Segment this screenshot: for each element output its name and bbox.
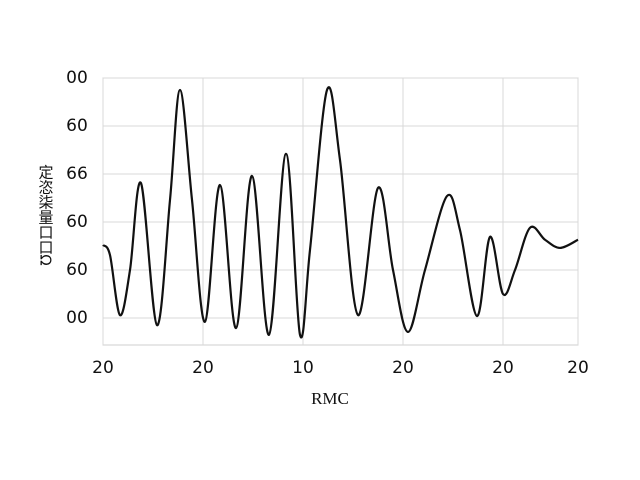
- y-tick-label: 60: [66, 116, 88, 136]
- x-axis-label: RMC: [311, 389, 349, 408]
- y-tick-label: 60: [66, 260, 88, 280]
- plot-frame: [102, 77, 579, 346]
- y-tick-label: 00: [66, 308, 88, 328]
- y-tick-label: 66: [66, 164, 88, 184]
- y-axis-label: 定恣柒量口口Ω: [37, 164, 55, 265]
- data-line: [102, 86, 579, 339]
- y-tick-label: 60: [66, 212, 88, 232]
- x-tick-label: 20: [392, 358, 414, 378]
- y-tick-label: 00: [66, 68, 88, 88]
- x-tick-label: 10: [292, 358, 314, 378]
- x-tick-label: 20: [567, 358, 589, 378]
- x-tick-label: 20: [92, 358, 114, 378]
- x-tick-label: 20: [192, 358, 214, 378]
- x-tick-label: 20: [492, 358, 514, 378]
